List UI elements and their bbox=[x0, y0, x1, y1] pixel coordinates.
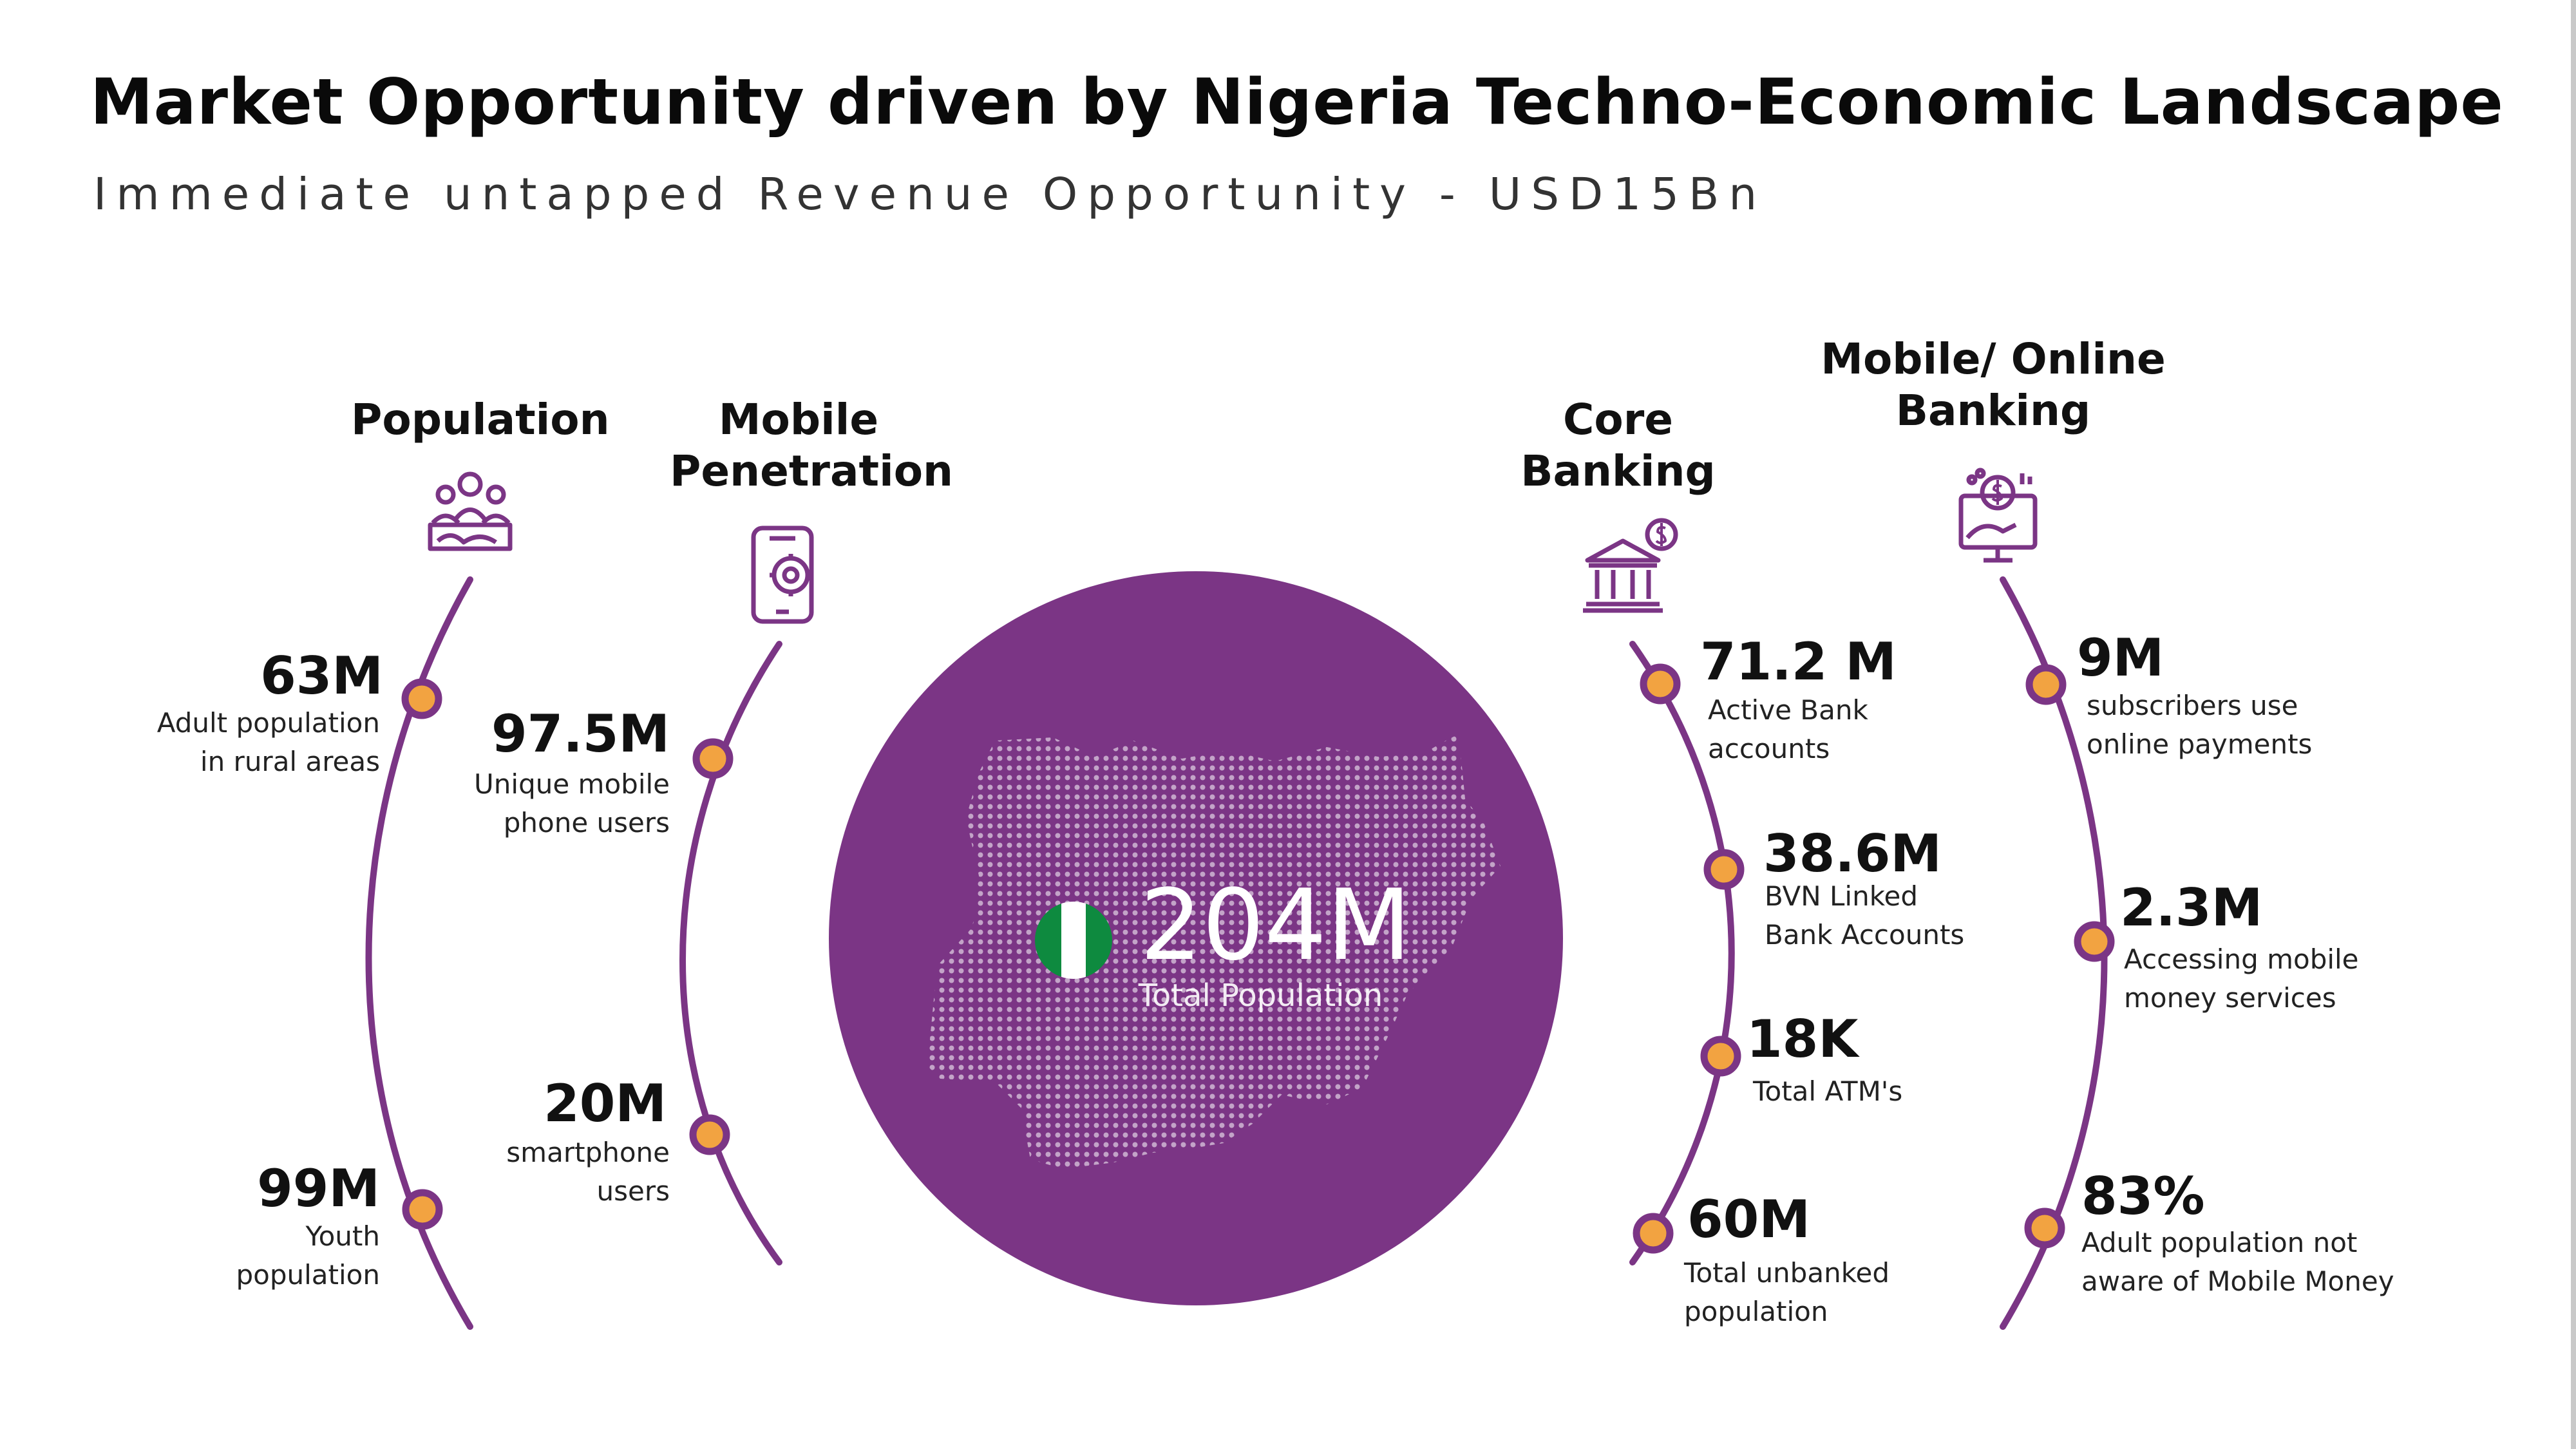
stat-desc-line: in rural areas bbox=[200, 746, 380, 777]
stat-desc-38-6m: BVN Linked Bank Accounts bbox=[1765, 877, 1964, 954]
stat-desc-line: subscribers use bbox=[2087, 690, 2298, 721]
page-subtitle: Immediate untapped Revenue Opportunity -… bbox=[93, 169, 1767, 220]
stat-value-83pct: 83% bbox=[2081, 1166, 2205, 1226]
total-population-label: Total Population bbox=[1138, 978, 1383, 1014]
stat-desc-line: accounts bbox=[1708, 733, 1830, 764]
stat-desc-line: smartphone bbox=[506, 1137, 670, 1168]
stat-value-2-3m: 2.3M bbox=[2120, 878, 2263, 938]
arc-mobile-penetration bbox=[679, 641, 782, 1265]
nigeria-map-dots bbox=[927, 734, 1501, 1169]
category-title-line: Banking bbox=[1520, 446, 1716, 496]
people-icon bbox=[428, 471, 513, 551]
nigeria-flag-icon bbox=[1035, 902, 1112, 979]
mobile-gear-icon bbox=[751, 526, 814, 624]
stat-desc-60m: Total unbanked population bbox=[1684, 1254, 1889, 1331]
stat-desc-line: BVN Linked bbox=[1765, 880, 1918, 912]
category-title-line: Mobile/ Online bbox=[1821, 334, 2166, 384]
category-title-line: Population bbox=[351, 395, 610, 444]
stat-desc-line: money services bbox=[2124, 982, 2336, 1014]
stat-desc-line: Active Bank bbox=[1708, 694, 1868, 726]
category-title-population: Population bbox=[351, 394, 610, 446]
stat-desc-63m: Adult population in rural areas bbox=[157, 704, 380, 781]
marker-38-6m bbox=[1703, 849, 1745, 890]
arc-core-banking bbox=[1629, 641, 1735, 1265]
stat-desc-line: Total unbanked bbox=[1684, 1257, 1890, 1289]
category-title-online-banking: Mobile/ Online Banking bbox=[1816, 334, 2170, 437]
marker-18k bbox=[1700, 1036, 1741, 1077]
marker-71-2m bbox=[1640, 663, 1681, 705]
stat-desc-line: Total ATM's bbox=[1753, 1075, 1903, 1107]
bank-icon bbox=[1583, 518, 1678, 613]
category-title-line: Banking bbox=[1895, 386, 2091, 435]
marker-9m bbox=[2025, 664, 2067, 705]
category-title-line: Penetration bbox=[670, 446, 954, 496]
stat-desc-97-5m: Unique mobile phone users bbox=[474, 765, 670, 842]
stat-desc-9m: subscribers use online payments bbox=[2087, 687, 2312, 764]
stat-value-99m: 99M bbox=[257, 1159, 380, 1218]
stat-desc-20m: smartphone users bbox=[506, 1133, 670, 1211]
stat-value-63m: 63M bbox=[260, 646, 383, 706]
stat-value-97-5m: 97.5M bbox=[491, 704, 670, 764]
stat-desc-line: Adult population not bbox=[2081, 1227, 2358, 1258]
category-title-line: Mobile bbox=[718, 395, 879, 444]
stat-desc-line: Adult population bbox=[156, 707, 380, 739]
stat-desc-71-2m: Active Bank accounts bbox=[1708, 691, 1868, 768]
slide-edge-divider bbox=[2571, 0, 2576, 1449]
stat-desc-99m: Youth population bbox=[236, 1217, 381, 1294]
stat-desc-line: aware of Mobile Money bbox=[2081, 1265, 2394, 1297]
marker-60m bbox=[1633, 1213, 1674, 1254]
category-title-mobile-penetration: Mobile Penetration bbox=[670, 394, 954, 497]
stat-desc-line: Accessing mobile bbox=[2124, 943, 2359, 975]
stat-value-9m: 9M bbox=[2077, 628, 2164, 688]
stat-desc-line: online payments bbox=[2087, 728, 2313, 760]
marker-63m bbox=[401, 678, 442, 719]
stat-value-20m: 20M bbox=[544, 1074, 667, 1133]
marker-99m bbox=[402, 1189, 443, 1230]
stat-desc-line: Unique mobile bbox=[474, 768, 670, 800]
marker-2-3m bbox=[2074, 921, 2115, 962]
stat-value-60m: 60M bbox=[1687, 1189, 1810, 1249]
online-banking-icon bbox=[1958, 468, 2038, 563]
stat-desc-18k: Total ATM's bbox=[1753, 1072, 1902, 1111]
total-population-value: 204M bbox=[1140, 868, 1412, 982]
marker-83pct bbox=[2024, 1208, 2065, 1249]
stat-markers bbox=[401, 663, 2115, 1254]
page-title: Market Opportunity driven by Nigeria Tec… bbox=[90, 66, 2504, 139]
marker-97-5m bbox=[692, 738, 734, 779]
stat-value-38-6m: 38.6M bbox=[1763, 824, 1942, 884]
stat-desc-line: phone users bbox=[503, 807, 670, 838]
stat-desc-line: population bbox=[236, 1259, 381, 1291]
stat-desc-line: population bbox=[1684, 1296, 1828, 1327]
category-title-line: Core bbox=[1562, 395, 1674, 444]
stat-desc-line: Bank Accounts bbox=[1765, 919, 1965, 951]
stat-desc-line: Youth bbox=[305, 1220, 380, 1252]
marker-20m bbox=[689, 1114, 730, 1155]
stat-desc-line: users bbox=[596, 1175, 670, 1207]
stat-value-18k: 18K bbox=[1747, 1009, 1859, 1069]
stat-value-71-2m: 71.2 M bbox=[1700, 632, 1897, 692]
category-title-core-banking: Core Banking bbox=[1507, 394, 1729, 497]
stat-desc-83pct: Adult population not aware of Mobile Mon… bbox=[2081, 1224, 2394, 1301]
stat-desc-2-3m: Accessing mobile money services bbox=[2124, 940, 2359, 1018]
